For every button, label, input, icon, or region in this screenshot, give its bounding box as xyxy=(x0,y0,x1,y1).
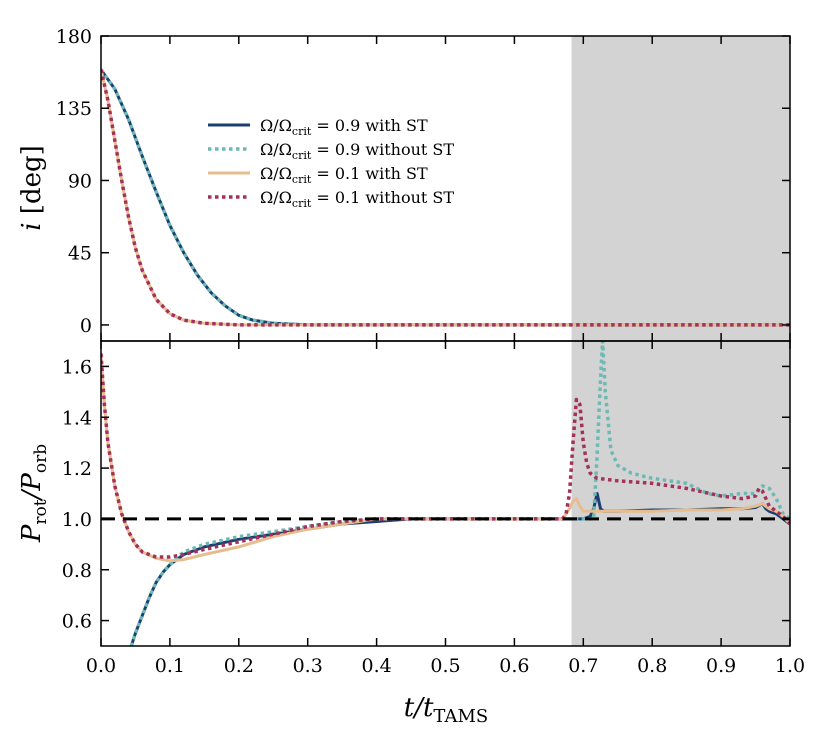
xtick-label: 0.3 xyxy=(293,655,323,677)
bottom-ytick-label: 1.0 xyxy=(62,509,92,531)
axis-ticks: 0 45 90 135 180 0.6 0.8 1.0 1.2 1.4 1.6 0.0 0.1 0.2 0.… xyxy=(56,26,805,677)
shaded-region-top xyxy=(571,36,790,341)
bottom-ytick-label: 1.2 xyxy=(62,458,92,480)
bottom-y-axis-label: Prot/Porb xyxy=(17,444,51,543)
top-series-line-4 xyxy=(101,69,790,327)
xtick-label: 0.9 xyxy=(706,655,736,677)
top-ytick-label: 135 xyxy=(56,98,92,120)
bottom-series-line-4 xyxy=(101,353,790,559)
bottom-series-line-2 xyxy=(129,341,790,646)
top-ytick-label: 0 xyxy=(80,315,92,337)
legend-label-2: Ω/Ωcrit = 0.9 without ST xyxy=(260,140,454,162)
xtick-label: 0.7 xyxy=(568,655,598,677)
bottom-ytick-label: 0.8 xyxy=(62,560,92,582)
top-panel-series xyxy=(101,68,790,327)
bottom-ytick-label: 0.6 xyxy=(62,611,92,633)
xtick-label: 0.8 xyxy=(637,655,667,677)
bottom-ytick-label: 1.4 xyxy=(62,407,92,429)
xtick-label: 0.2 xyxy=(224,655,254,677)
legend: Ω/Ωcrit = 0.9 with STΩ/Ωcrit = 0.9 witho… xyxy=(208,116,454,210)
x-axis-label: t/tTAMS xyxy=(404,693,488,727)
top-series-line-2 xyxy=(101,68,790,327)
xtick-label: 0.6 xyxy=(499,655,529,677)
xtick-label: 0.1 xyxy=(155,655,185,677)
top-y-axis-label: i [deg] xyxy=(17,145,47,231)
shaded-region-bottom xyxy=(571,341,790,646)
xtick-label: 0.0 xyxy=(86,655,116,677)
xtick-label: 0.4 xyxy=(361,655,391,677)
xtick-label: 0.5 xyxy=(430,655,460,677)
bottom-ytick-label: 1.6 xyxy=(62,356,92,378)
top-ytick-label: 45 xyxy=(68,243,92,265)
top-ytick-label: 90 xyxy=(68,170,92,192)
legend-label-3: Ω/Ωcrit = 0.1 with ST xyxy=(260,164,428,186)
legend-label-4: Ω/Ωcrit = 0.1 without ST xyxy=(260,188,454,210)
legend-label-1: Ω/Ωcrit = 0.9 with ST xyxy=(260,116,428,138)
top-ytick-label: 180 xyxy=(56,26,92,48)
xtick-label: 1.0 xyxy=(775,655,805,677)
